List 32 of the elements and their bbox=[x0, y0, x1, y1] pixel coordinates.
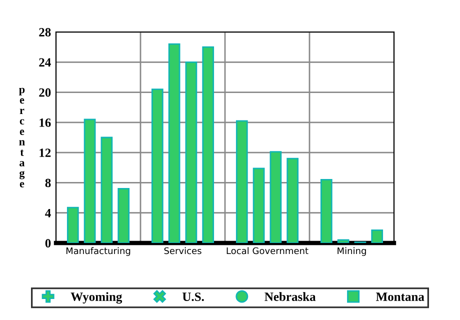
bar bbox=[371, 229, 384, 243]
bar bbox=[337, 239, 350, 243]
y-tick-label: 20 bbox=[39, 88, 51, 97]
bar bbox=[168, 43, 180, 243]
y-tick-label: 24 bbox=[39, 58, 51, 66]
bar bbox=[118, 188, 130, 243]
bar bbox=[320, 179, 332, 243]
bar bbox=[66, 206, 79, 243]
x-tick-label: Local Government bbox=[226, 247, 308, 254]
x-tick-label: Manufacturing bbox=[66, 247, 130, 256]
legend-label: Nebraska bbox=[264, 292, 316, 301]
y-tick-label: 0 bbox=[45, 239, 51, 248]
text: percentage bbox=[19, 88, 25, 188]
y-tick-label: 4 bbox=[45, 208, 51, 218]
legend-label: Montana bbox=[376, 292, 424, 301]
legend-label: U.S. bbox=[182, 292, 204, 302]
x-tick-label: Mining bbox=[338, 247, 366, 256]
bar bbox=[84, 118, 96, 243]
legend-label: Wyoming bbox=[70, 292, 122, 304]
y-tick-label: 12 bbox=[40, 148, 51, 157]
bar bbox=[202, 46, 214, 243]
x-tick-label: Services bbox=[164, 247, 202, 254]
bar bbox=[100, 136, 113, 243]
bar bbox=[270, 151, 282, 243]
y-tick-label: 8 bbox=[45, 178, 51, 188]
bar bbox=[286, 158, 299, 243]
bar bbox=[236, 120, 248, 243]
bar bbox=[185, 61, 198, 243]
y-tick-label: 16 bbox=[40, 118, 51, 127]
y-tick-label: 28 bbox=[39, 28, 51, 36]
bar bbox=[252, 168, 265, 243]
bar bbox=[151, 88, 164, 243]
